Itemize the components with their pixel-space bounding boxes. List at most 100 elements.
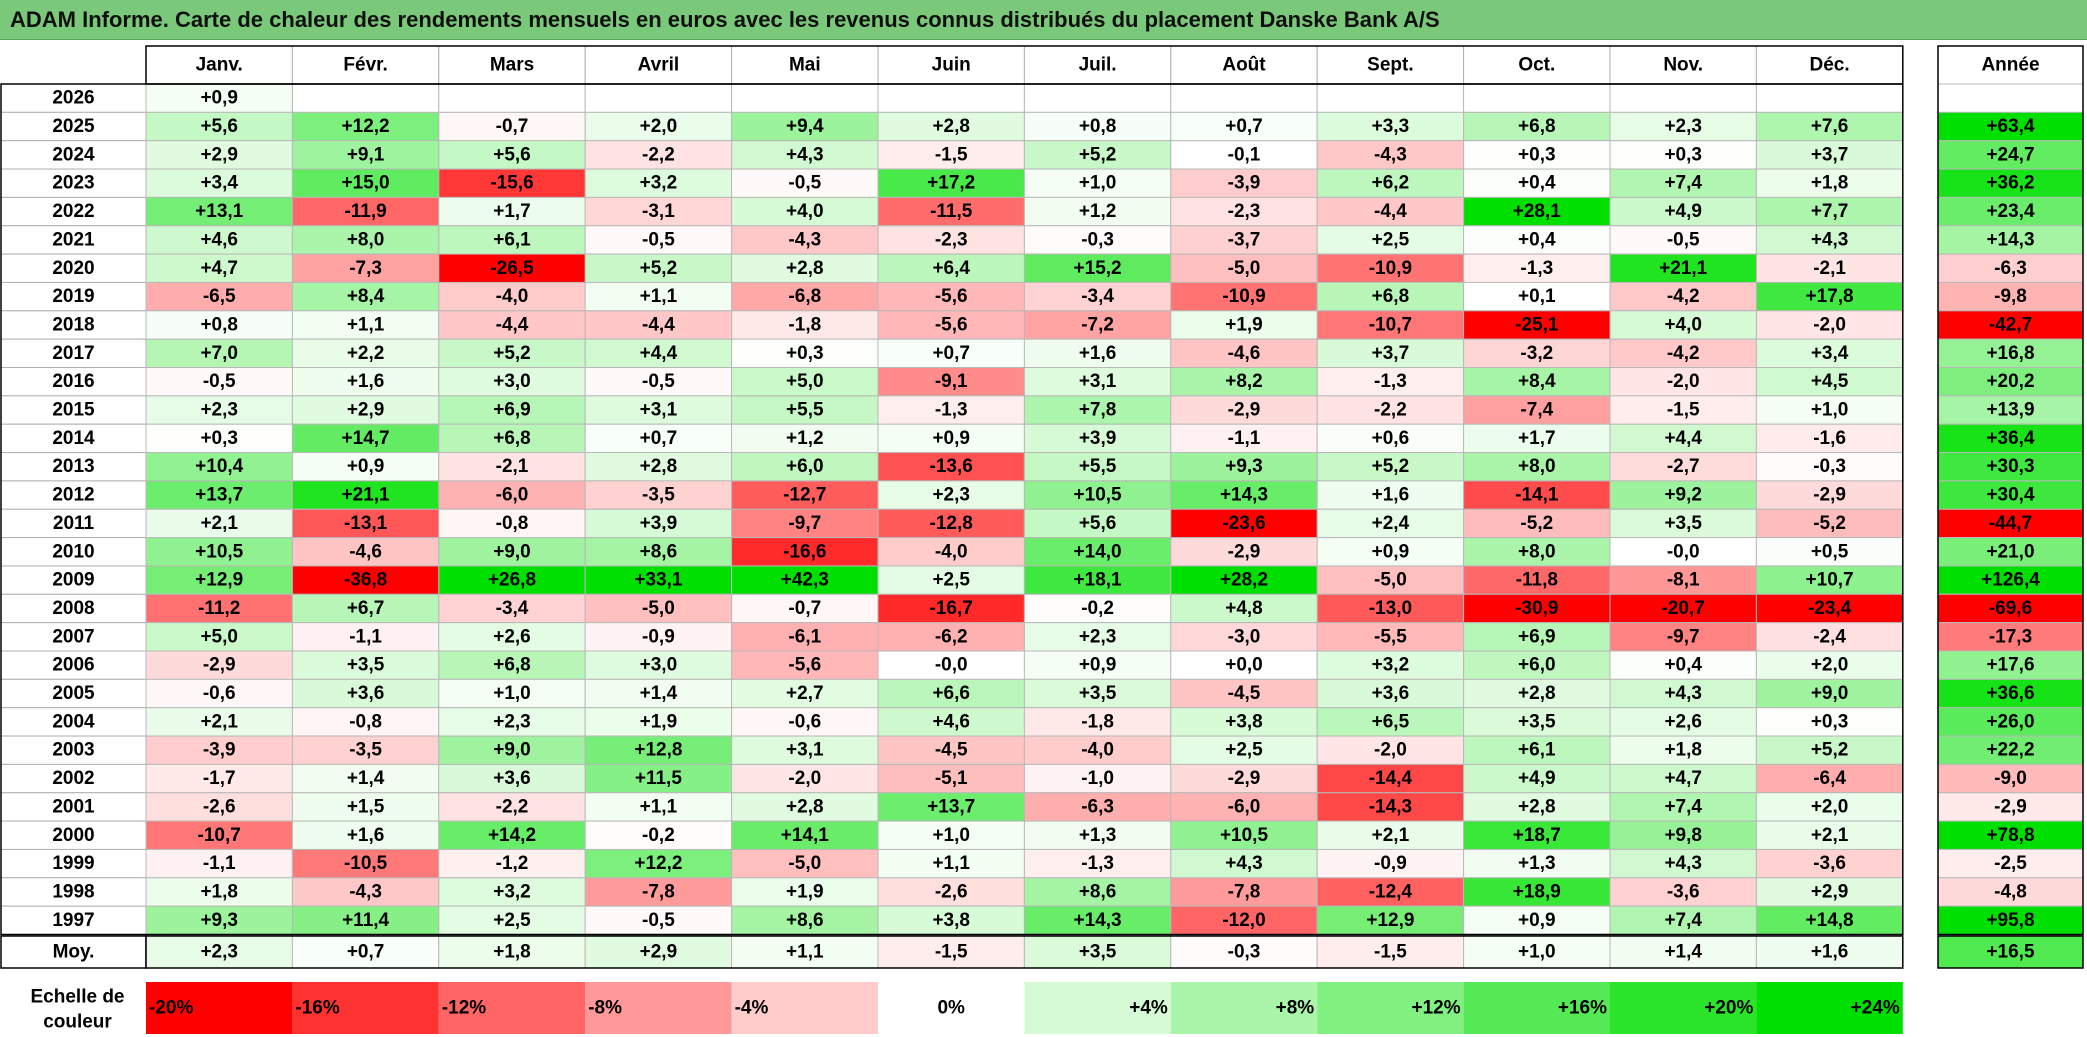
- heatmap-cell: [291, 678, 440, 709]
- heatmap-cell-value: +3,3: [1372, 116, 1410, 137]
- heatmap-cell: [145, 196, 293, 227]
- heatmap-cell-value: -5,1: [935, 768, 968, 789]
- heatmap-cell: [1023, 196, 1172, 227]
- heatmap-cell-value: +1,6: [347, 371, 385, 392]
- column-header-dec: Déc.: [1810, 55, 1850, 76]
- heatmap-cell: [291, 763, 440, 794]
- heatmap-cell-value: +3,0: [640, 655, 678, 676]
- heatmap-cell: [731, 763, 879, 794]
- heatmap-cell-value: +8,0: [1518, 456, 1556, 477]
- row-label-2023: 2023: [52, 173, 94, 194]
- heatmap-cell: [1023, 480, 1172, 510]
- heatmap-cell-value: +6,9: [1518, 626, 1556, 647]
- annual-cell: [1937, 537, 2084, 567]
- heatmap-cell: [1609, 367, 1757, 397]
- heatmap-cell-value: +1,0: [493, 683, 531, 704]
- heatmap-cell: [438, 678, 586, 709]
- heatmap-cell-value: +2,5: [932, 570, 970, 591]
- heatmap-cell-value: +3,8: [932, 910, 970, 931]
- heatmap-cell-value: +17,2: [927, 173, 975, 194]
- heatmap-cell-value: +3,5: [1518, 711, 1556, 732]
- heatmap-cell: [145, 253, 293, 283]
- heatmap-cell-value: -1,1: [1228, 428, 1261, 449]
- heatmap-cell-value: +2,0: [1811, 655, 1849, 676]
- heatmap-cell: [1463, 565, 1611, 595]
- heatmap-cell: [438, 367, 586, 397]
- heatmap-cell-value: +0,3: [200, 428, 238, 449]
- heatmap-cell: [1609, 820, 1757, 850]
- heatmap-cell-value: -0,9: [642, 626, 675, 647]
- row-label-2005: 2005: [52, 683, 95, 704]
- heatmap-cell-value: +33,1: [634, 570, 683, 591]
- heatmap-cell: [1170, 168, 1318, 198]
- heatmap-cell-value: +3,5: [1664, 513, 1702, 534]
- row-label-2025: 2025: [52, 116, 95, 137]
- row-label-2000: 2000: [52, 825, 94, 846]
- heatmap-cell-value: -0,7: [496, 116, 529, 137]
- heatmap-cell: [1609, 537, 1757, 567]
- heatmap-cell: [1170, 650, 1318, 680]
- heatmap-cell-value: +0,7: [640, 428, 678, 449]
- heatmap-cell: [291, 140, 440, 170]
- heatmap-cell: [1755, 650, 1904, 680]
- row-label-cell: [0, 140, 147, 170]
- heatmap-cell: [291, 877, 440, 907]
- heatmap-cell: [1463, 310, 1611, 340]
- heatmap-cell-value: -20,7: [1662, 598, 1705, 619]
- heatmap-cell-value: +8,6: [786, 910, 824, 931]
- heatmap-cell-value: -2,2: [642, 144, 675, 165]
- heatmap-cell-value: +3,2: [640, 173, 678, 194]
- heatmap-cell: [1170, 338, 1318, 368]
- heatmap-cell-value: -11,5: [930, 201, 973, 222]
- row-label-cell: [0, 678, 147, 709]
- heatmap-cell-value: -23,6: [1222, 513, 1265, 534]
- color-scale-step-label: -8%: [588, 998, 622, 1019]
- heatmap-cell-value: +5,6: [1079, 513, 1117, 534]
- heatmap-cell-value: +4,0: [1664, 314, 1702, 335]
- heatmap-cell-value: -2,9: [1228, 400, 1261, 421]
- row-label-1997: 1997: [52, 910, 94, 931]
- heatmap-cell-value: -0,5: [642, 371, 675, 392]
- heatmap-cell: [1609, 678, 1757, 709]
- heatmap-cell: [438, 877, 586, 907]
- heatmap-cell-value: -0,6: [788, 711, 821, 732]
- heatmap-cell-value: +8,6: [1079, 881, 1117, 902]
- heatmap-cell: [1609, 168, 1757, 198]
- heatmap-cell: [731, 452, 879, 482]
- heatmap-cell: [1316, 678, 1465, 709]
- heatmap-cell: [438, 168, 586, 198]
- heatmap-cell-value: -5,6: [788, 655, 821, 676]
- row-label-2015: 2015: [52, 400, 95, 421]
- annual-cell: [1937, 622, 2084, 652]
- heatmap-cell: [1755, 480, 1904, 510]
- heatmap-cell-value: +14,1: [781, 825, 830, 846]
- heatmap-cell: [1609, 480, 1757, 510]
- heatmap-cell-value: +1,1: [347, 314, 385, 335]
- heatmap-cell: [145, 281, 293, 312]
- heatmap-cell: [1463, 593, 1611, 624]
- column-header-oct: Oct.: [1518, 55, 1555, 76]
- heatmap-cell: [1170, 253, 1318, 283]
- heatmap-cell: [1170, 480, 1318, 510]
- annual-cell-value: +26,0: [1986, 711, 2034, 732]
- heatmap-cell: [1755, 83, 1904, 113]
- heatmap-cell-value: +1,9: [640, 711, 678, 732]
- average-annual-cell: [1937, 935, 2084, 969]
- heatmap-cell: [291, 367, 440, 397]
- heatmap-cell: [584, 537, 733, 567]
- color-scale-step-label: +8%: [1276, 998, 1315, 1019]
- heatmap-cell: [145, 735, 293, 765]
- heatmap-cell: [731, 196, 879, 227]
- heatmap-cell-value: -26,5: [490, 258, 534, 279]
- heatmap-cell-value: +2,0: [640, 116, 678, 137]
- row-label-1999: 1999: [52, 853, 94, 874]
- heatmap-cell-value: +6,1: [493, 229, 531, 250]
- annual-cell: [1937, 820, 2084, 850]
- heatmap-cell: [438, 452, 586, 482]
- heatmap-cell-value: +1,3: [1079, 825, 1117, 846]
- heatmap-cell: [1463, 395, 1611, 425]
- heatmap-cell-value: -12,0: [1222, 910, 1265, 931]
- heatmap-cell-value: +1,6: [1079, 343, 1117, 364]
- heatmap-cell-value: -0,5: [788, 173, 821, 194]
- annual-cell-value: +63,4: [1986, 116, 2035, 137]
